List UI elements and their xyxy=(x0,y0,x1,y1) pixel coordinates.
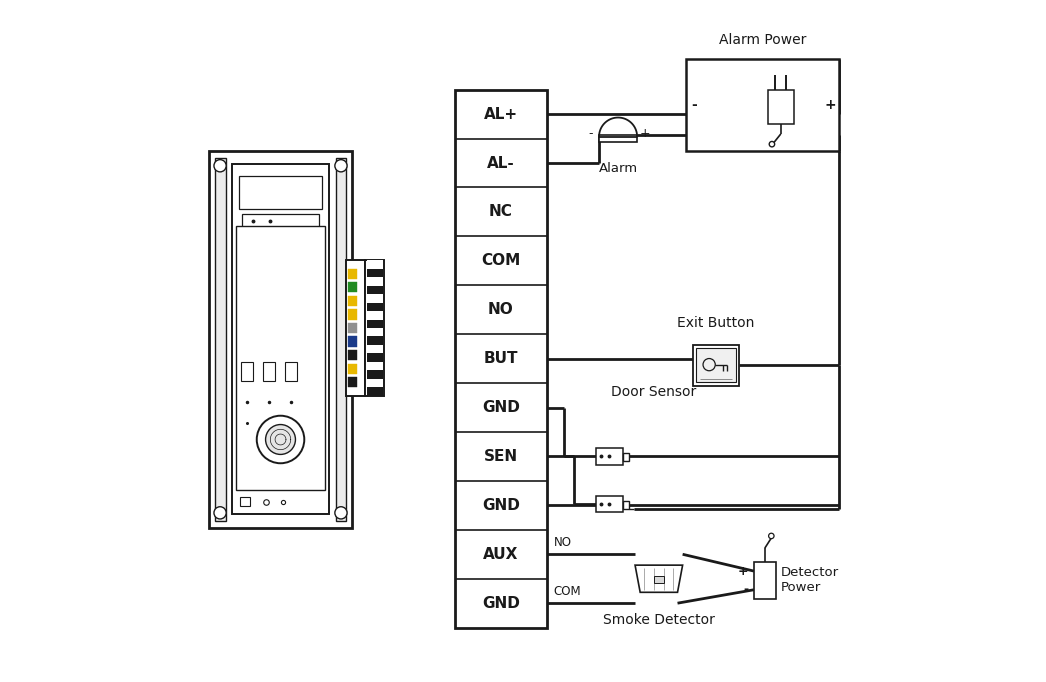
Text: -: - xyxy=(691,98,697,112)
Bar xyxy=(236,226,324,490)
Bar xyxy=(367,336,383,345)
Text: NC: NC xyxy=(488,205,513,220)
Circle shape xyxy=(214,507,226,519)
Circle shape xyxy=(769,141,775,147)
Bar xyxy=(367,379,383,387)
Bar xyxy=(347,323,358,333)
Bar xyxy=(346,260,365,396)
Bar xyxy=(243,214,319,229)
Text: BUT: BUT xyxy=(483,351,518,366)
Text: Smoke Detector: Smoke Detector xyxy=(602,612,714,627)
Bar xyxy=(367,303,383,311)
Circle shape xyxy=(335,507,347,519)
Bar xyxy=(347,282,358,293)
Bar xyxy=(240,176,322,209)
Bar xyxy=(347,336,358,346)
Bar xyxy=(367,311,383,319)
Circle shape xyxy=(266,424,295,454)
Bar xyxy=(622,453,629,461)
Bar xyxy=(455,90,547,627)
Bar xyxy=(622,501,629,509)
Circle shape xyxy=(769,533,774,539)
Bar xyxy=(686,59,839,151)
Bar xyxy=(768,90,794,124)
Bar xyxy=(347,377,358,387)
Text: SEN: SEN xyxy=(484,449,518,464)
Bar xyxy=(367,294,383,303)
Text: COM: COM xyxy=(481,253,521,268)
Bar xyxy=(754,562,776,599)
Circle shape xyxy=(335,160,347,172)
Bar xyxy=(242,362,253,381)
Bar xyxy=(595,448,622,464)
Bar xyxy=(367,362,383,370)
Bar xyxy=(697,349,735,383)
Bar xyxy=(347,350,358,360)
Text: +: + xyxy=(825,98,837,112)
Bar xyxy=(367,269,383,277)
Text: -: - xyxy=(589,128,593,140)
Bar xyxy=(365,260,385,396)
Text: +: + xyxy=(640,128,651,140)
Text: Alarm: Alarm xyxy=(598,162,638,175)
Polygon shape xyxy=(635,565,683,592)
Text: COM: COM xyxy=(553,584,582,597)
Bar xyxy=(367,277,383,286)
Bar xyxy=(654,576,663,583)
Text: Detector
Power: Detector Power xyxy=(781,567,839,595)
Bar xyxy=(347,269,358,279)
Text: Alarm Power: Alarm Power xyxy=(719,33,806,47)
Text: GND: GND xyxy=(482,400,520,415)
Text: GND: GND xyxy=(482,595,520,610)
Bar xyxy=(599,135,637,142)
Text: AL+: AL+ xyxy=(484,106,518,121)
Polygon shape xyxy=(635,565,683,592)
Bar xyxy=(367,328,383,336)
Text: +: + xyxy=(737,565,749,578)
Bar xyxy=(692,345,738,386)
Bar xyxy=(367,370,383,379)
Text: -: - xyxy=(744,583,749,596)
Text: AL-: AL- xyxy=(487,155,515,170)
Bar xyxy=(367,286,383,294)
Bar xyxy=(367,260,383,269)
Bar xyxy=(367,319,383,328)
Bar xyxy=(209,151,351,528)
Bar xyxy=(336,158,346,521)
Circle shape xyxy=(256,416,304,463)
Circle shape xyxy=(214,160,226,172)
Bar xyxy=(367,353,383,362)
Bar xyxy=(214,158,226,521)
Bar xyxy=(232,164,328,514)
Text: AUX: AUX xyxy=(483,547,519,562)
Text: NO: NO xyxy=(553,536,571,549)
Bar xyxy=(347,364,358,374)
Bar xyxy=(367,387,383,396)
Bar xyxy=(367,345,383,353)
Text: Door Sensor: Door Sensor xyxy=(611,385,697,400)
Text: GND: GND xyxy=(482,498,520,513)
Bar xyxy=(285,362,297,381)
Bar xyxy=(347,309,358,320)
Bar xyxy=(595,496,622,512)
Bar xyxy=(263,362,275,381)
Text: NO: NO xyxy=(488,302,514,317)
Bar xyxy=(241,496,250,506)
Polygon shape xyxy=(599,117,637,136)
Bar xyxy=(347,296,358,306)
Circle shape xyxy=(703,359,715,371)
Text: Exit Button: Exit Button xyxy=(677,316,754,330)
